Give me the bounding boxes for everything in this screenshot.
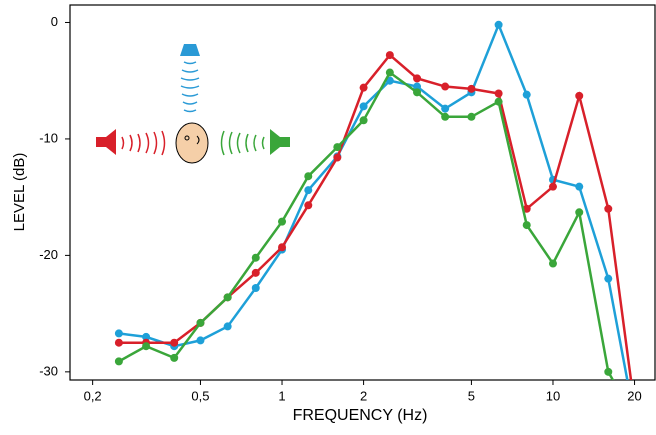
data-point: [631, 403, 639, 411]
data-point: [359, 83, 368, 92]
data-point: [114, 329, 123, 338]
x-tick-label: 2: [360, 388, 367, 403]
data-point: [223, 293, 232, 302]
plot-frame: [69, 4, 656, 381]
x-tick-label: 0,5: [191, 388, 209, 403]
y-tick-label: 0: [51, 14, 58, 29]
data-point: [142, 332, 151, 341]
data-point: [278, 217, 287, 226]
y-tick-label: -10: [39, 130, 58, 145]
x-tick-label: 0,2: [84, 388, 102, 403]
series-line: [118, 70, 615, 380]
data-point: [575, 182, 584, 191]
series-line: [118, 21, 629, 380]
data-point: [467, 112, 476, 121]
x-tick-label: 20: [627, 388, 641, 403]
data-point: [604, 204, 613, 213]
data-point: [494, 97, 503, 106]
data-point: [359, 116, 368, 125]
data-point: [385, 51, 394, 60]
data-point: [413, 74, 422, 83]
y-tick-label: -20: [39, 247, 58, 262]
data-point: [441, 112, 450, 121]
data-point: [333, 153, 342, 162]
data-point: [114, 338, 123, 347]
data-point: [548, 259, 557, 268]
x-tick-label: 1: [278, 388, 285, 403]
data-point: [441, 82, 450, 91]
plot-area: [114, 20, 639, 422]
data-point: [223, 322, 232, 331]
data-point: [304, 186, 313, 195]
data-point: [548, 182, 557, 191]
data-point: [251, 268, 260, 277]
data-point: [522, 90, 531, 99]
x-tick-label: 10: [546, 388, 560, 403]
data-point: [359, 102, 368, 111]
data-point: [413, 88, 422, 97]
y-tick-label: -30: [39, 363, 58, 378]
data-point: [604, 367, 613, 376]
y-axis-label: LEVEL (dB): [11, 153, 28, 232]
data-point: [467, 84, 476, 93]
data-point: [494, 20, 503, 29]
data-point: [170, 353, 179, 362]
data-point: [333, 143, 342, 152]
data-point: [278, 243, 287, 252]
data-point: [251, 283, 260, 292]
data-point: [196, 318, 205, 327]
data-point: [114, 357, 123, 366]
data-point: [575, 208, 584, 217]
data-point: [304, 172, 313, 181]
data-point: [385, 68, 394, 77]
data-point: [494, 89, 503, 98]
data-point: [522, 221, 531, 230]
data-point: [251, 253, 260, 262]
data-point: [604, 274, 613, 283]
data-point: [142, 342, 151, 351]
data-point: [631, 414, 639, 422]
data-point: [304, 201, 313, 210]
data-point: [631, 414, 639, 422]
data-point: [441, 104, 450, 113]
data-point: [170, 338, 179, 347]
illustration: [96, 44, 290, 164]
series-line: [118, 53, 633, 380]
x-axis-label: FREQUENCY (Hz): [293, 407, 428, 424]
data-point: [413, 82, 422, 91]
x-tick-label: 5: [468, 388, 475, 403]
data-point: [196, 336, 205, 345]
data-point: [575, 91, 584, 100]
